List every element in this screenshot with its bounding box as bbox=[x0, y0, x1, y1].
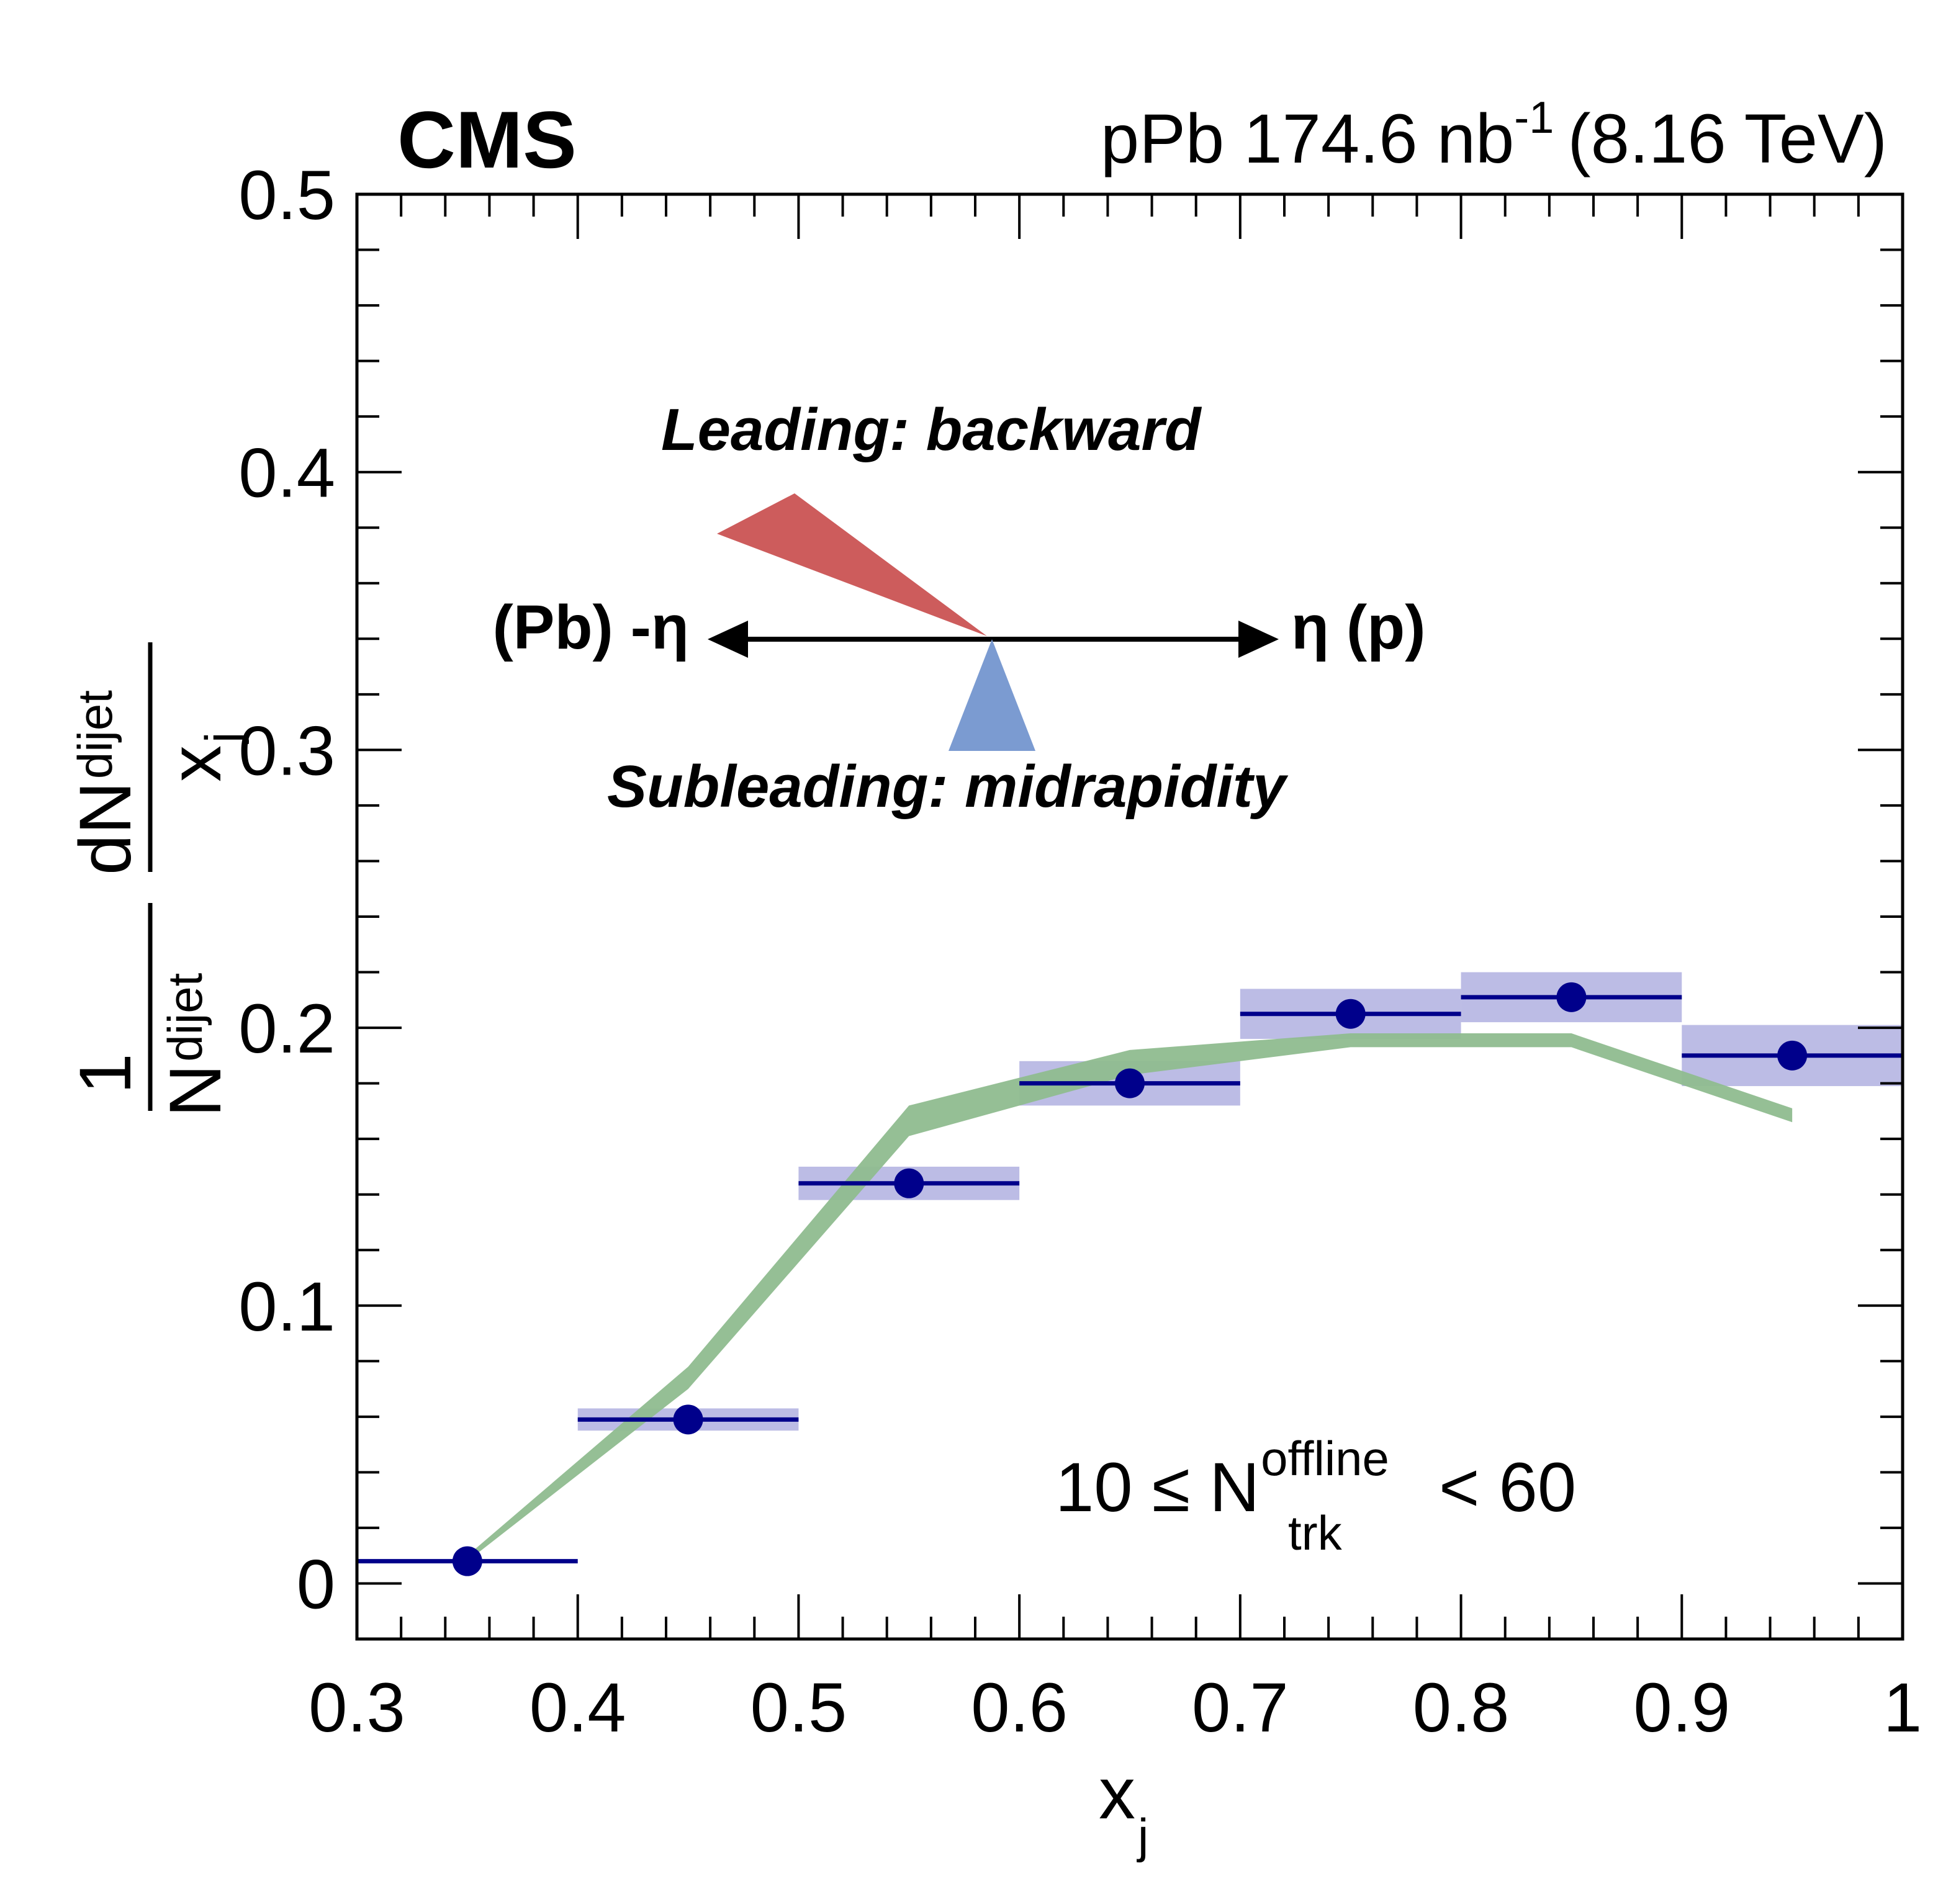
lumi-energy: (8.16 TeV) bbox=[1567, 100, 1887, 177]
x-tick-label: 0.4 bbox=[530, 1669, 626, 1746]
x-tick-label: 0.6 bbox=[971, 1669, 1068, 1746]
selection-post: < 60 bbox=[1439, 1448, 1576, 1526]
leading-label: Leading: backward bbox=[661, 397, 1202, 463]
subleading-label: Subleading: midrapidity bbox=[607, 753, 1289, 820]
data-points-layer bbox=[357, 982, 1903, 1576]
y-title-one: 1 bbox=[65, 1053, 146, 1094]
x-tick-label: 0.9 bbox=[1633, 1669, 1730, 1746]
y-title-N: Ndijet bbox=[155, 972, 237, 1117]
x-tick-label: 0.3 bbox=[309, 1669, 405, 1746]
x-tick-label: 1 bbox=[1883, 1669, 1922, 1746]
y-title-dN-main: dN bbox=[65, 781, 146, 875]
x-axis-title-main: x bbox=[1099, 1753, 1135, 1834]
selection-pre: 10 ≤ N bbox=[1055, 1448, 1260, 1526]
x-tick-label: 0.8 bbox=[1413, 1669, 1510, 1746]
x-tick-labels: 0.3 0.4 0.5 0.6 0.7 0.8 0.9 1 bbox=[309, 1669, 1922, 1746]
subleading-jet-triangle bbox=[949, 639, 1035, 751]
y-tick-label: 0.3 bbox=[238, 712, 335, 789]
data-point bbox=[452, 1546, 482, 1576]
y-title-x-sub: j bbox=[195, 732, 250, 744]
y-tick-labels: 0 0.1 0.2 0.3 0.4 0.5 bbox=[238, 156, 335, 1623]
x-tick-label: 0.7 bbox=[1192, 1669, 1289, 1746]
eta-diagram: Leading: backward (Pb) -η η (p) Subleadi… bbox=[492, 397, 1425, 820]
data-point bbox=[1115, 1068, 1145, 1098]
y-tick-label: 0.5 bbox=[238, 156, 335, 234]
data-point bbox=[1777, 1040, 1808, 1071]
x-axis-title: xj bbox=[1099, 1753, 1148, 1863]
y-title-x-main: x bbox=[155, 745, 237, 782]
eta-right-label: η (p) bbox=[1291, 593, 1426, 662]
selection-sub: trk bbox=[1288, 1506, 1343, 1560]
data-point bbox=[1335, 999, 1366, 1029]
x-axis-title-sub: j bbox=[1137, 1808, 1148, 1863]
data-point bbox=[1556, 982, 1587, 1012]
selection-sup: offline bbox=[1261, 1431, 1389, 1486]
y-tick-label: 0.2 bbox=[238, 990, 335, 1067]
x-tick-label: 0.5 bbox=[750, 1669, 847, 1746]
y-tick-label: 0.1 bbox=[238, 1268, 335, 1345]
selection-label: 10 ≤ Noffline trk < 60 bbox=[1055, 1431, 1576, 1560]
y-tick-label: 0.4 bbox=[238, 434, 335, 512]
y-title-x: xj bbox=[155, 732, 250, 782]
axis-ticks bbox=[356, 193, 1904, 1640]
experiment-label: CMS bbox=[397, 94, 577, 185]
data-point bbox=[673, 1404, 703, 1435]
leading-jet-triangle bbox=[717, 493, 987, 636]
eta-arrow-right bbox=[1238, 621, 1279, 658]
y-title-N-sub: dijet bbox=[158, 972, 212, 1061]
y-tick-label: 0 bbox=[297, 1545, 335, 1623]
y-axis-title: 1 Ndijet dNdijet xj bbox=[65, 642, 250, 1117]
systematic-boxes bbox=[577, 972, 1903, 1431]
lumi-prefix: pPb 174.6 nb bbox=[1101, 100, 1514, 177]
eta-arrow-left bbox=[708, 621, 748, 658]
eta-left-label: (Pb) -η bbox=[492, 593, 689, 662]
y-title-dN-sub: dijet bbox=[68, 690, 122, 779]
lumi-exponent: -1 bbox=[1514, 93, 1554, 143]
y-title-N-main: N bbox=[155, 1064, 237, 1117]
y-title-dN: dNdijet bbox=[65, 690, 146, 875]
luminosity-label: pPb 174.6 nb-1 (8.16 TeV) bbox=[1101, 93, 1887, 177]
data-point bbox=[894, 1168, 924, 1198]
